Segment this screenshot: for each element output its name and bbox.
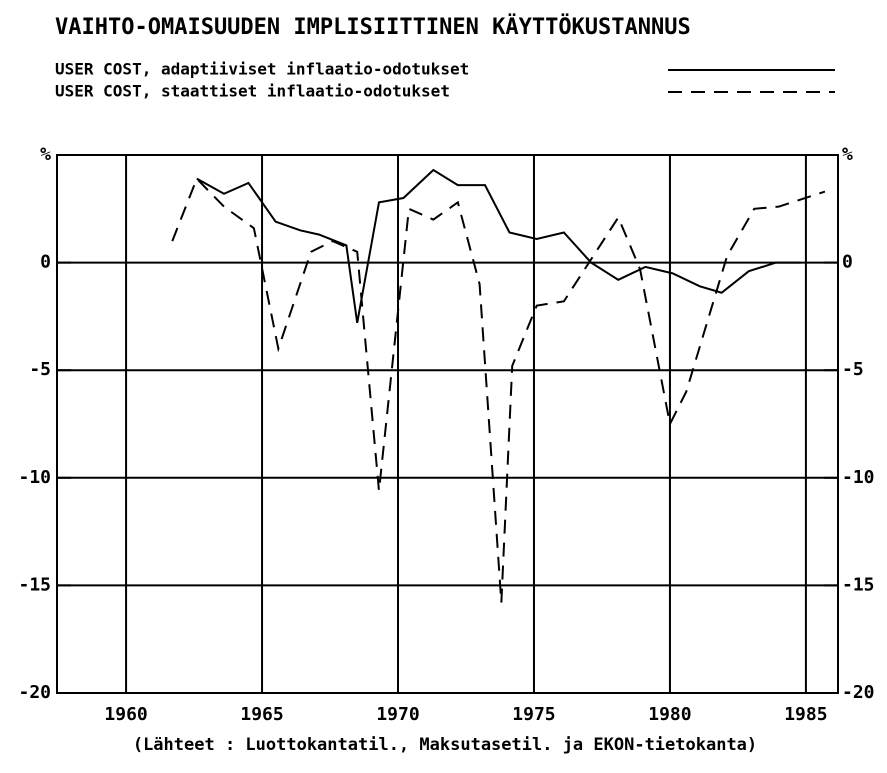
y2-tick-label: 0 bbox=[842, 252, 853, 273]
legend-label: USER COST, staattiset inflaatio-odotukse… bbox=[55, 82, 450, 101]
y-tick-label: -15 bbox=[18, 574, 51, 595]
x-tick-label: 1975 bbox=[512, 704, 555, 725]
series-line bbox=[171, 176, 826, 603]
footnote: (Lähteet : Luottokantatil., Maksutasetil… bbox=[133, 735, 757, 755]
y-tick-label: 0 bbox=[40, 252, 51, 273]
x-tick-label: 1960 bbox=[104, 704, 147, 725]
y2-tick-label: -20 bbox=[842, 682, 875, 703]
y-tick-label: -20 bbox=[18, 682, 51, 703]
x-tick-label: 1980 bbox=[648, 704, 691, 725]
x-tick-label: 1970 bbox=[376, 704, 419, 725]
y2-tick-label: % bbox=[842, 144, 853, 165]
x-tick-label: 1985 bbox=[784, 704, 827, 725]
legend-label: USER COST, adaptiiviset inflaatio-odotuk… bbox=[55, 60, 469, 79]
y-tick-label: -5 bbox=[29, 359, 51, 380]
y2-tick-label: -10 bbox=[842, 467, 875, 488]
y-tick-label: % bbox=[40, 144, 51, 165]
chart-title: VAIHTO-OMAISUUDEN IMPLISIITTINEN KÄYTTÖK… bbox=[55, 14, 691, 40]
series-line bbox=[196, 168, 801, 324]
y-tick-label: -10 bbox=[18, 467, 51, 488]
x-tick-label: 1965 bbox=[240, 704, 283, 725]
y2-tick-label: -5 bbox=[842, 359, 864, 380]
y2-tick-label: -15 bbox=[842, 574, 875, 595]
